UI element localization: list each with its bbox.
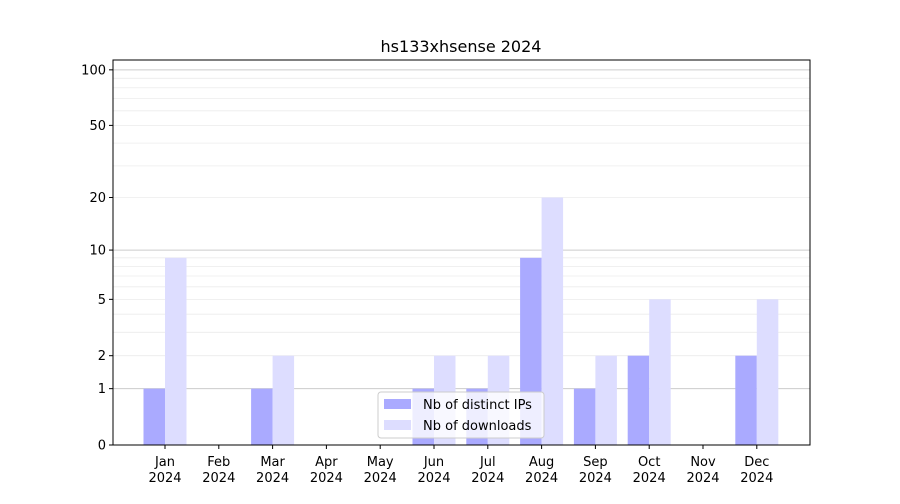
chart-title: hs133xhsense 2024 bbox=[381, 37, 542, 56]
bar-downloads bbox=[272, 355, 295, 445]
legend-swatch bbox=[384, 399, 411, 409]
y-tick-label: 20 bbox=[89, 191, 106, 206]
bar-downloads bbox=[541, 197, 564, 445]
bar-downloads bbox=[649, 299, 671, 445]
bar-downloads bbox=[595, 355, 617, 445]
x-tick-label: Jul 2024 bbox=[471, 455, 504, 486]
y-tick-label: 100 bbox=[81, 63, 106, 78]
x-tick-label: Aug 2024 bbox=[525, 455, 558, 486]
legend-label: Nb of downloads bbox=[423, 419, 532, 434]
x-tick-label: Jan 2024 bbox=[148, 455, 181, 486]
y-tick-label: 0 bbox=[98, 439, 106, 454]
y-tick-label: 50 bbox=[89, 119, 106, 134]
bar-ips bbox=[627, 355, 650, 445]
bar-ips bbox=[251, 388, 273, 445]
y-tick-label: 5 bbox=[98, 293, 106, 308]
bar-ips bbox=[143, 388, 165, 445]
bar-downloads bbox=[756, 299, 779, 445]
x-tick-label: Feb 2024 bbox=[202, 455, 235, 486]
legend-label: Nb of distinct IPs bbox=[423, 398, 532, 413]
legend-swatch bbox=[384, 420, 411, 430]
x-tick-label: Nov 2024 bbox=[686, 455, 719, 486]
legend-box bbox=[377, 391, 545, 439]
y-tick-label: 10 bbox=[89, 244, 106, 259]
y-tick-label: 2 bbox=[98, 349, 106, 364]
bar-ips bbox=[735, 355, 757, 445]
x-tick-label: May 2024 bbox=[364, 455, 397, 486]
x-tick-label: Oct 2024 bbox=[633, 455, 666, 486]
bar-ips bbox=[573, 388, 596, 445]
x-tick-label: Dec 2024 bbox=[740, 455, 773, 486]
x-tick-label: Jun 2024 bbox=[417, 455, 450, 486]
legend: Nb of distinct IPs Nb of downloads bbox=[377, 391, 545, 439]
bar-downloads bbox=[165, 257, 187, 445]
plot-frame bbox=[112, 59, 811, 446]
y-tick-label: 1 bbox=[98, 382, 106, 397]
x-tick-label: Mar 2024 bbox=[256, 455, 289, 486]
x-tick-label: Apr 2024 bbox=[310, 455, 343, 486]
x-tick-label: Sep 2024 bbox=[579, 455, 612, 486]
